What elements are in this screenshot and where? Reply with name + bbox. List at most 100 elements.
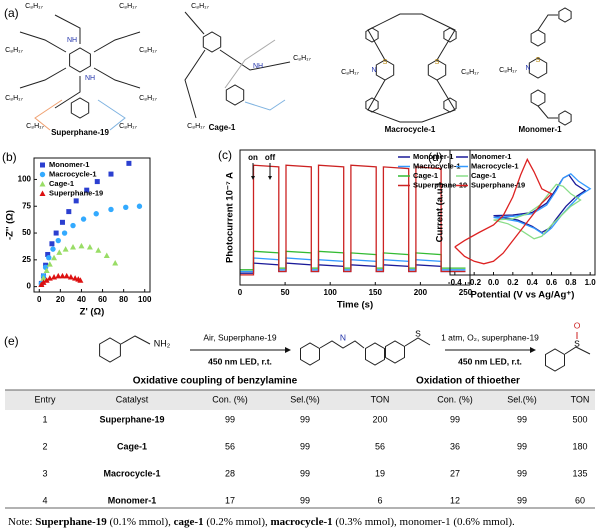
heteroatom-label: S: [435, 59, 440, 66]
amine-label: NH: [67, 37, 77, 44]
marker: [70, 222, 76, 229]
marker: [136, 203, 143, 209]
marker: [46, 275, 53, 281]
note-part: (0.2% mmol),: [204, 516, 271, 528]
marker: [53, 230, 59, 236]
amine-label: NH: [253, 63, 263, 70]
ring: [385, 340, 405, 364]
ring: [530, 89, 546, 107]
table-cell: 12: [450, 495, 460, 505]
legend-label: Macrocycle-1: [413, 161, 461, 170]
table-cell: 56: [375, 441, 385, 451]
x-tick-label: 200: [414, 288, 428, 297]
marker: [80, 216, 87, 222]
bond: [367, 79, 456, 123]
ring: [70, 97, 90, 119]
bond: [19, 67, 67, 89]
group-label: NH₂: [154, 338, 171, 348]
condition: Air, Superphane-19: [203, 332, 277, 342]
marker: [45, 251, 51, 257]
x-axis-label: Z' (Ω): [80, 307, 105, 318]
bond: [97, 99, 126, 131]
marker: [59, 219, 65, 225]
ring: [530, 29, 546, 47]
y-tick-label: 25: [22, 255, 31, 264]
table-cell: 60: [575, 495, 585, 505]
marker: [103, 252, 110, 259]
table-header: Sel.(%): [507, 394, 537, 404]
bond: [537, 14, 558, 31]
bond: [120, 335, 151, 345]
arrow-head: [285, 347, 291, 353]
marker: [95, 247, 102, 253]
bond: [319, 340, 365, 349]
marker: [108, 171, 114, 177]
table-cell: 99: [300, 414, 310, 424]
x-tick-label: 250: [459, 288, 473, 297]
bond: [537, 105, 558, 119]
series-line: [454, 157, 553, 265]
table-header: Entry: [34, 394, 56, 404]
legend-marker: [39, 190, 46, 196]
bond: [19, 31, 67, 53]
legend-label: Superphane-19: [49, 188, 103, 197]
marker: [55, 237, 61, 244]
ring: [225, 84, 245, 106]
table-cell: Macrocycle-1: [103, 468, 160, 478]
table-header: Sel.(%): [290, 394, 320, 404]
plot-frame: [449, 149, 596, 276]
table-cell: 500: [572, 414, 587, 424]
atom-label: S: [574, 338, 580, 348]
substituent-label: C₈H₁₇: [187, 123, 205, 130]
series-line: [240, 257, 466, 273]
table-cell: 19: [375, 468, 385, 478]
marker: [59, 272, 66, 279]
table-cell: 99: [450, 414, 460, 424]
x-tick-label: 0.4: [527, 278, 539, 287]
bond: [54, 76, 81, 109]
table-cell: 1: [42, 414, 47, 424]
table-header: TON: [571, 394, 590, 404]
x-tick-label: 20: [56, 295, 65, 304]
molecule-name: Macrocycle-1: [385, 125, 436, 134]
marker: [70, 243, 77, 250]
marker: [40, 275, 47, 281]
plot-frame: [239, 149, 471, 286]
marker: [73, 198, 79, 204]
panel-label: (d): [428, 150, 443, 164]
y-tick-label: 0: [27, 282, 32, 291]
ring: [99, 337, 121, 363]
heteroatom-label: S: [383, 59, 388, 66]
note-part: Note:: [8, 516, 35, 528]
y-tick-label: 100: [18, 175, 32, 184]
note-part: macrocycle-1: [271, 516, 333, 528]
marker: [84, 187, 90, 193]
ring: [545, 348, 565, 372]
substituent-label: C₈H₁₇: [461, 69, 479, 76]
ring: [528, 57, 548, 79]
heteroatom-label: N: [525, 65, 530, 72]
table-cell: 99: [517, 468, 527, 478]
x-tick-label: 60: [98, 295, 107, 304]
table-cell: 135: [572, 468, 587, 478]
marker: [55, 272, 62, 279]
atom-label: O: [574, 320, 581, 330]
table-cell: 3: [42, 468, 47, 478]
x-tick-label: 50: [281, 288, 290, 297]
marker: [77, 277, 84, 283]
substituent-label: C₈H₁₇: [5, 47, 23, 54]
table-header-band: [5, 390, 595, 410]
legend-label: Monomer-1: [49, 160, 89, 169]
x-tick-label: 150: [369, 288, 383, 297]
marker: [40, 279, 47, 285]
annotation: off: [265, 153, 276, 162]
series-line: [493, 183, 582, 240]
marker: [66, 209, 72, 215]
marker: [94, 179, 100, 185]
legend-label: Macrocycle-1: [471, 161, 519, 170]
marker: [56, 249, 63, 255]
ring: [365, 97, 379, 113]
ring: [558, 110, 572, 126]
